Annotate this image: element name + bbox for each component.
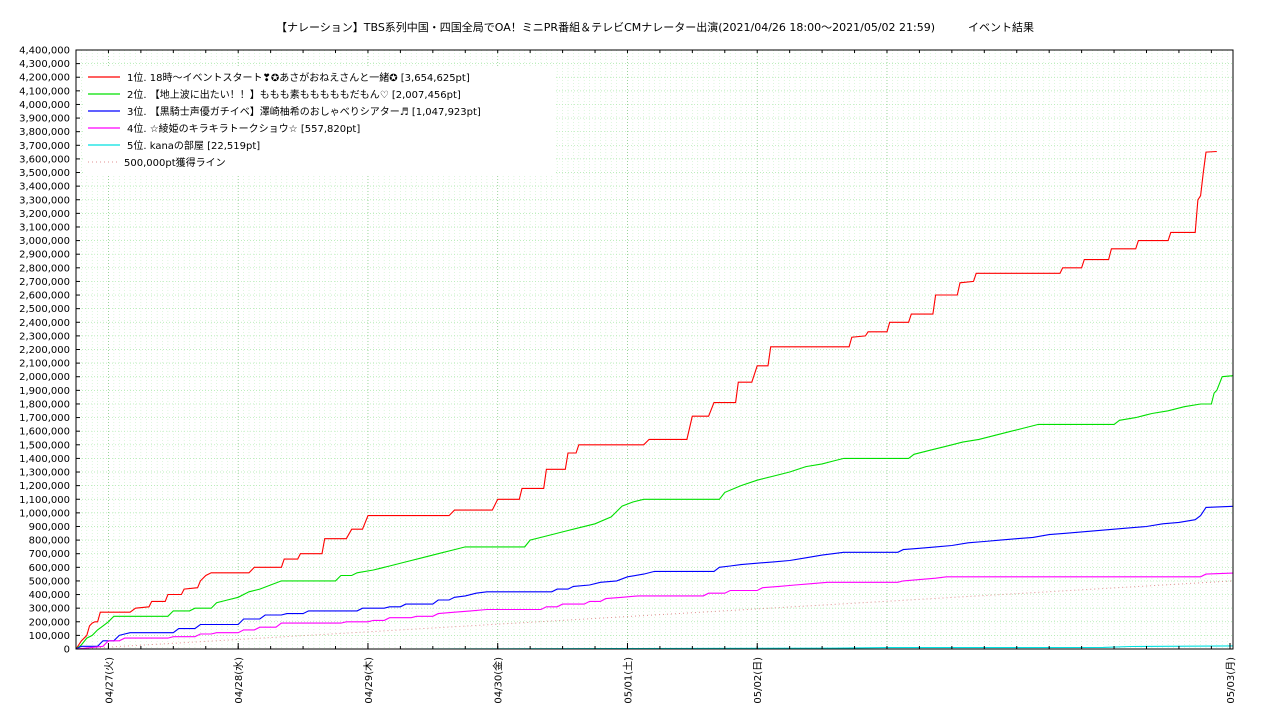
series-line: [75, 150, 1217, 650]
y-tick-label: 900,000: [29, 522, 70, 533]
y-tick-label: 1,900,000: [19, 386, 70, 397]
y-tick-label: 3,800,000: [19, 127, 70, 138]
y-tick-label: 2,100,000: [19, 359, 70, 370]
x-tick-label: 05/01(土): [621, 657, 634, 704]
y-tick-label: 1,000,000: [19, 508, 70, 519]
y-tick-label: 2,900,000: [19, 250, 70, 261]
y-tick-label: 4,100,000: [19, 86, 70, 97]
y-tick-label: 1,100,000: [19, 495, 70, 506]
legend-label: 1位. 18時〜イベントスタート❣✪あさがおねえさんと一緒✪ [3,654,62…: [127, 71, 470, 84]
y-tick-label: 2,500,000: [19, 304, 70, 315]
y-tick-label: 4,000,000: [19, 100, 70, 111]
series-line: [75, 505, 1234, 650]
y-tick-label: 500,000: [29, 576, 70, 587]
y-tick-label: 1,700,000: [19, 413, 70, 424]
y-tick-label: 300,000: [29, 604, 70, 615]
legend-label: 4位. ☆綾姫のキラキラトークショウ☆ [557,820pt]: [127, 122, 360, 135]
y-axis-ticks: 0 100,000 200,000 300,000 400,000 500,000 600,…: [19, 46, 80, 656]
legend-background: [84, 66, 554, 176]
y-tick-label: 2,600,000: [19, 291, 70, 302]
y-tick-label: 3,000,000: [19, 236, 70, 247]
x-tick-label: 04/30(金): [492, 657, 505, 704]
y-tick-label: 200,000: [29, 617, 70, 628]
x-tick-label: 05/03(月): [1225, 657, 1237, 704]
y-tick-label: 400,000: [29, 590, 70, 601]
series-line: [75, 572, 1234, 650]
chart-title: 【ナレーション】TBS系列中国・四国全局でOA！ミニPR番組＆テレビCMナレータ…: [276, 20, 1034, 34]
y-tick-label: 4,400,000: [19, 46, 70, 57]
legend-label: 3位. 【黒騎士声優ガチイベ】澤崎柚希のおしゃべりシアター♬ [1,047,92…: [127, 105, 481, 118]
series-line: [75, 375, 1234, 650]
legend-label: 5位. kanaの部屋 [22,519pt]: [127, 139, 260, 152]
y-tick-label: 3,900,000: [19, 114, 70, 125]
y-tick-label: 1,800,000: [19, 399, 70, 410]
x-tick-label: 05/02(日): [753, 657, 764, 704]
y-tick-label: 4,300,000: [19, 59, 70, 70]
y-tick-label: 3,100,000: [19, 222, 70, 233]
x-tick-label: 04/27(火): [103, 657, 115, 704]
y-tick-label: 0: [64, 645, 70, 656]
y-tick-label: 700,000: [29, 549, 70, 560]
y-tick-label: 3,600,000: [19, 154, 70, 165]
y-tick-label: 3,500,000: [19, 168, 70, 179]
y-tick-label: 2,300,000: [19, 331, 70, 342]
y-tick-label: 2,000,000: [19, 372, 70, 383]
y-tick-label: 3,200,000: [19, 209, 70, 220]
y-tick-label: 100,000: [29, 631, 70, 642]
y-tick-label: 800,000: [29, 536, 70, 547]
x-axis-ticks: 04/27(火) 04/28(水) 04/29(木) 04/30(金) 05/01(土)…: [75, 50, 1237, 704]
x-tick-label: 04/29(木): [363, 657, 375, 704]
legend-label: 2位. 【地上波に出たい！！】ももも素もももももだもん♡ [2,007,456p…: [127, 88, 461, 101]
y-tick-label: 2,200,000: [19, 345, 70, 356]
y-tick-label: 1,600,000: [19, 427, 70, 438]
y-tick-label: 1,500,000: [19, 440, 70, 451]
y-tick-label: 600,000: [29, 563, 70, 574]
x-tick-label: 04/28(水): [233, 657, 245, 704]
legend: 1位. 18時〜イベントスタート❣✪あさがおねえさんと一緒✪ [3,654,62…: [84, 66, 554, 176]
y-tick-label: 1,400,000: [19, 454, 70, 465]
y-tick-label: 3,700,000: [19, 141, 70, 152]
y-tick-label: 2,400,000: [19, 318, 70, 329]
y-tick-label: 3,400,000: [19, 182, 70, 193]
y-tick-label: 2,800,000: [19, 263, 70, 274]
y-tick-label: 4,200,000: [19, 73, 70, 84]
y-tick-label: 3,300,000: [19, 195, 70, 206]
y-tick-label: 1,300,000: [19, 468, 70, 479]
legend-label: 500,000pt獲得ライン: [124, 156, 226, 169]
y-tick-label: 2,700,000: [19, 277, 70, 288]
y-tick-label: 1,200,000: [19, 481, 70, 492]
